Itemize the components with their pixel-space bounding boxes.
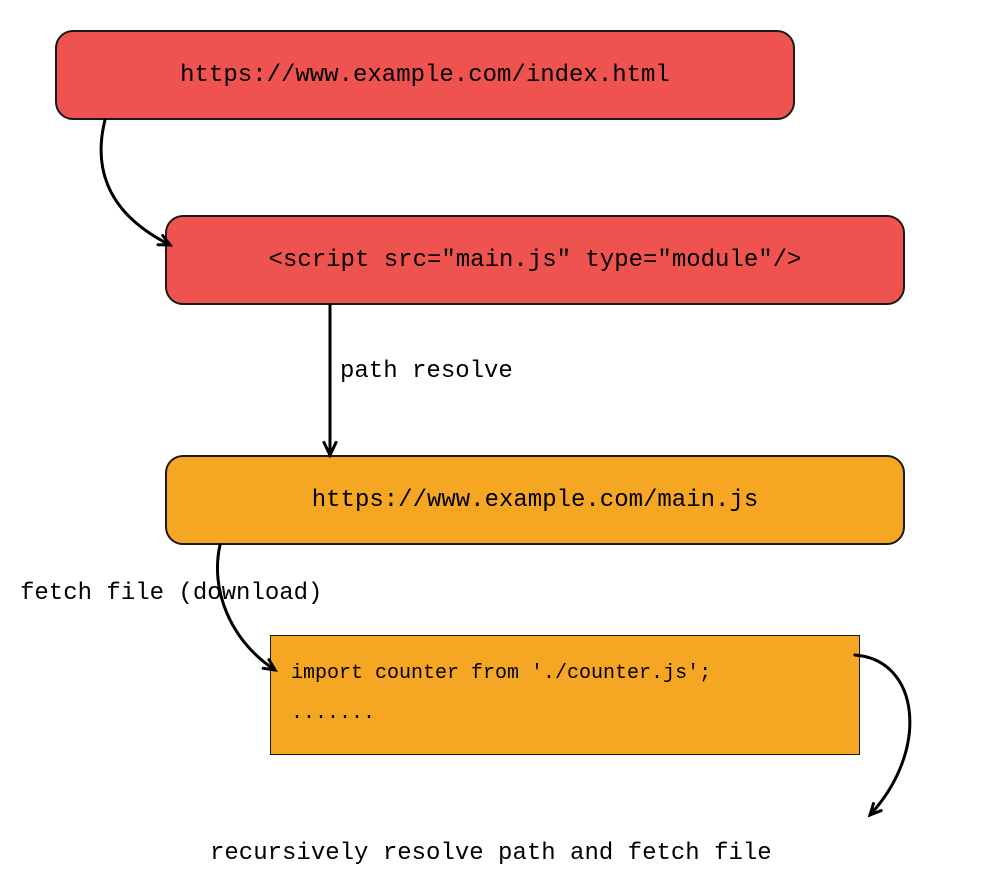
node-script-tag: <script src="main.js" type="module"/>: [165, 215, 905, 305]
code-line-1: import counter from './counter.js';: [291, 654, 859, 694]
arrow-code-to-recursive: [855, 655, 910, 815]
node-index-html-text: https://www.example.com/index.html: [180, 62, 670, 89]
node-script-tag-text: <script src="main.js" type="module"/>: [269, 247, 802, 274]
arrow-index-to-script: [101, 120, 170, 245]
arrow-script-to-url-head: [324, 442, 336, 455]
node-resolved-url: https://www.example.com/main.js: [165, 455, 905, 545]
node-index-html: https://www.example.com/index.html: [55, 30, 795, 120]
label-path-resolve: path resolve: [340, 358, 513, 385]
node-code-box: import counter from './counter.js'; ....…: [270, 635, 860, 755]
arrow-url-to-code: [217, 545, 275, 670]
label-recursive: recursively resolve path and fetch file: [210, 840, 772, 867]
arrows-layer: [0, 0, 984, 890]
label-fetch-file: fetch file (download): [20, 580, 322, 607]
code-line-2: .......: [291, 694, 859, 734]
arrow-code-to-recursive-head: [870, 804, 881, 815]
node-resolved-url-text: https://www.example.com/main.js: [312, 487, 758, 514]
